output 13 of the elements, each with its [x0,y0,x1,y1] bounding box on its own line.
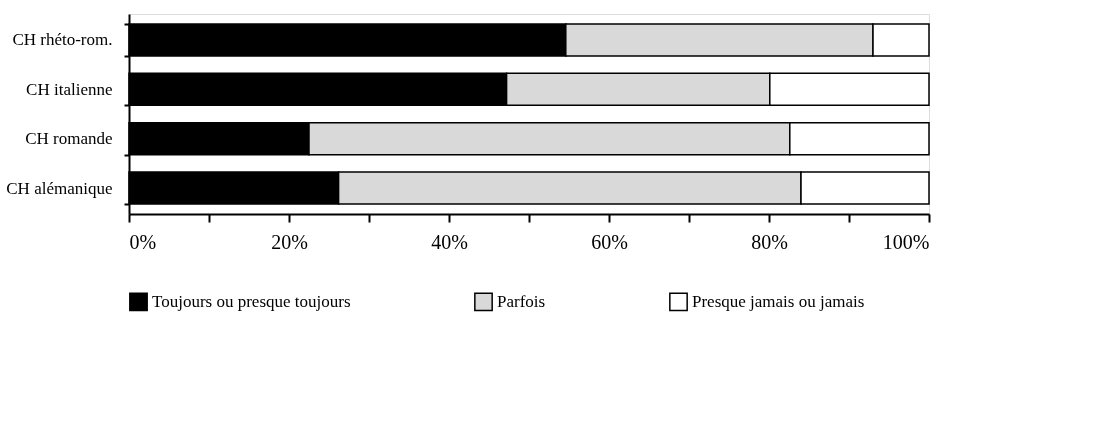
legend-label: Parfois [497,291,546,311]
y-tick-label: CH romande [25,129,113,149]
x-tick-label: 40% [431,230,468,253]
x-tick-label: 60% [591,230,628,253]
legend-label: Presque jamais ou jamais [692,291,865,311]
y-tick-label: CH italienne [26,79,113,99]
y-tick-label: CH rhéto-rom. [12,30,113,50]
x-tick-label: 100% [882,230,930,253]
x-tick-label: 0% [129,230,157,253]
x-tick-label: 20% [271,230,308,253]
legend-label: Toujours ou presque toujours [152,291,351,311]
y-tick-label: CH alémanique [6,178,113,198]
x-tick-label: 80% [751,230,788,253]
